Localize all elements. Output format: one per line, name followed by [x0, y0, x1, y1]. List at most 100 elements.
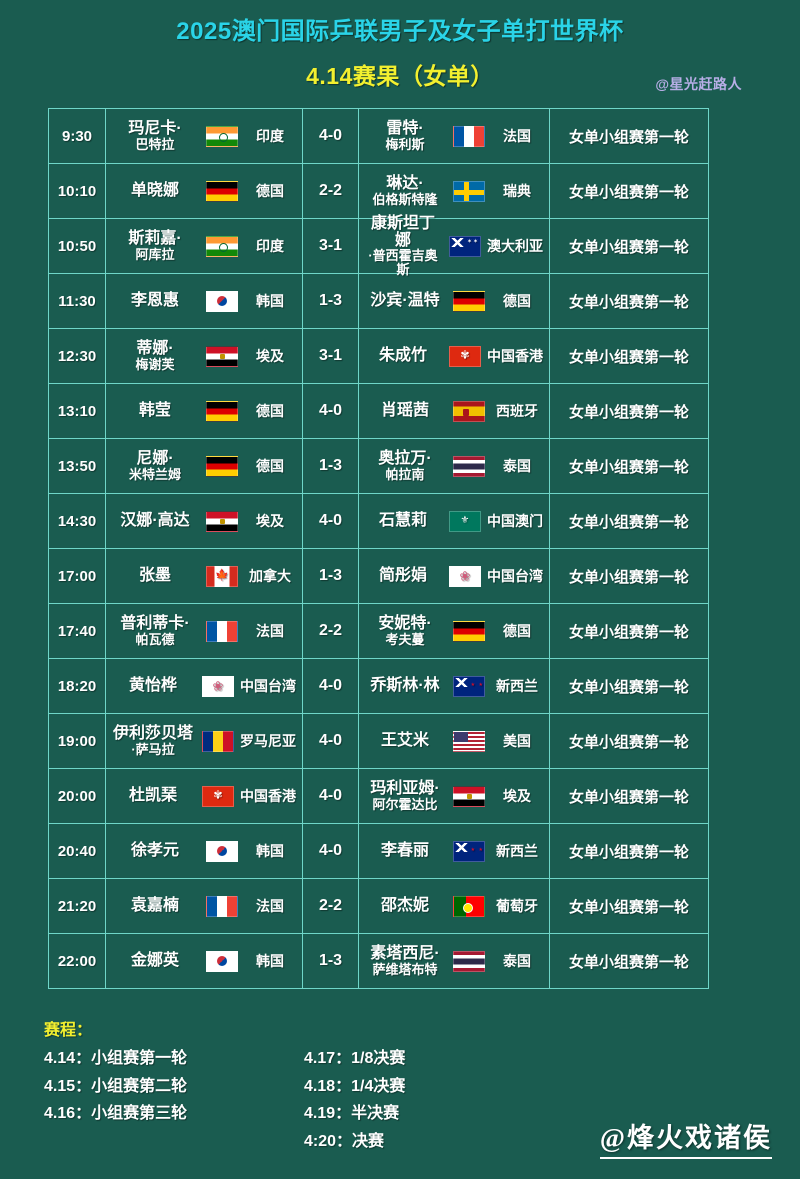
- player-name: 玛利亚姆· 阿尔霍达比: [363, 780, 447, 811]
- match-round: 女单小组赛第一轮: [549, 273, 709, 329]
- player-two: 素塔西尼· 萨维塔布特 泰国: [359, 935, 549, 988]
- flag-icon-hongkong: [449, 345, 481, 367]
- flag-icon-france: [206, 895, 238, 917]
- flag-icon-france: [453, 125, 485, 147]
- flag-icon-australia: [449, 235, 481, 257]
- match-round: 女单小组赛第一轮: [549, 933, 709, 989]
- flag-icon-newzealand: [453, 840, 485, 862]
- match-round: 女单小组赛第一轮: [549, 658, 709, 714]
- player-name-second-line: 阿尔霍达比: [372, 796, 438, 812]
- match-time: 17:40: [48, 603, 106, 659]
- player-one-country: 韩国: [256, 293, 284, 309]
- player-two-country: 埃及: [503, 788, 531, 804]
- table-row: 11:30 李恩惠 韩国 1-3 沙宾·温特 德国 女单小组赛第一轮: [48, 273, 709, 329]
- player-two: 乔斯林·林 新西兰: [359, 660, 549, 713]
- match-round: 女单小组赛第一轮: [549, 108, 709, 164]
- player-one-country: 韩国: [256, 953, 284, 969]
- player-one-cell: 尼娜· 米特兰姆 德国: [105, 438, 303, 494]
- flag-icon-germany: [206, 455, 238, 477]
- match-time: 14:30: [48, 493, 106, 549]
- player-name: 黄怡桦: [128, 677, 177, 695]
- player-one-cell: 斯莉嘉· 阿库拉 印度: [105, 218, 303, 274]
- match-time: 17:00: [48, 548, 106, 604]
- player-name: 肖瑶茜: [380, 402, 429, 420]
- match-score: 1-3: [302, 548, 359, 604]
- author-handle-bottom: @烽火戏诸侯: [599, 1116, 772, 1159]
- player-one-cell: 伊利莎贝塔 ·萨马拉 罗马尼亚: [105, 713, 303, 769]
- player-one: 玛尼卡· 巴特拉 印度: [106, 110, 302, 163]
- flag-icon-egypt: [206, 510, 238, 532]
- player-two-cell: 简彤娟 中国台湾: [358, 548, 550, 604]
- schedule-item: 4.19：半决赛: [304, 1105, 400, 1123]
- player-two-cell: 素塔西尼· 萨维塔布特 泰国: [358, 933, 550, 989]
- flag-icon-egypt: [453, 785, 485, 807]
- schedule-item: 4.16：小组赛第三轮: [44, 1105, 188, 1123]
- flag-icon-newzealand: [453, 675, 485, 697]
- match-round: 女单小组赛第一轮: [549, 878, 709, 934]
- player-two-cell: 李春丽 新西兰: [358, 823, 550, 879]
- match-round: 女单小组赛第一轮: [549, 163, 709, 219]
- player-name: 王艾米: [380, 732, 429, 750]
- player-two-country: 新西兰: [496, 678, 538, 694]
- player-one-cell: 韩莹 德国: [105, 383, 303, 439]
- player-one-country: 埃及: [256, 513, 284, 529]
- match-time: 12:30: [48, 328, 106, 384]
- flag-icon-germany: [206, 180, 238, 202]
- player-name-second-line: 萨维塔布特: [372, 961, 438, 977]
- player-one: 金娜英 韩国: [106, 935, 302, 988]
- match-round: 女单小组赛第一轮: [549, 768, 709, 824]
- player-name-second-line: ·普西霍吉奥斯: [368, 248, 438, 278]
- table-row: 22:00 金娜英 韩国 1-3 素塔西尼· 萨维塔布特 泰国 女单小组赛第一轮: [48, 933, 709, 989]
- player-two-country: 西班牙: [496, 403, 538, 419]
- player-one-country: 法国: [256, 623, 284, 639]
- player-two-cell: 邵杰妮 葡萄牙: [358, 878, 550, 934]
- match-round: 女单小组赛第一轮: [549, 383, 709, 439]
- match-score: 3-1: [302, 218, 359, 274]
- player-name: 邵杰妮: [380, 897, 429, 915]
- author-handle-top: @星光赶路人: [655, 76, 742, 92]
- match-score: 2-2: [302, 163, 359, 219]
- player-name: 金娜英: [130, 952, 179, 970]
- table-row: 13:10 韩莹 德国 4-0 肖瑶茜 西班牙 女单小组赛第一轮: [48, 383, 709, 439]
- player-name: 单晓娜: [130, 182, 179, 200]
- schedule-section: 赛程： 4.14：小组赛第一轮 4.15：小组赛第二轮 4.16：小组赛第三轮 …: [44, 1016, 564, 1155]
- player-one-cell: 张墨 加拿大: [105, 548, 303, 604]
- player-one: 张墨 加拿大: [106, 550, 302, 603]
- schedule-item: 4.17：1/8决赛: [304, 1050, 406, 1067]
- player-one-cell: 普利蒂卡· 帕瓦德 法国: [105, 603, 303, 659]
- flag-icon-taiwan: [202, 675, 234, 697]
- match-round: 女单小组赛第一轮: [549, 603, 709, 659]
- match-score: 4-0: [302, 713, 359, 769]
- match-time: 13:50: [48, 438, 106, 494]
- page-subtitle: 4.14赛果（女单）: [306, 62, 494, 89]
- flag-icon-hongkong: [202, 785, 234, 807]
- match-round: 女单小组赛第一轮: [549, 548, 709, 604]
- match-score: 3-1: [302, 328, 359, 384]
- player-two: 琳达· 伯格斯特隆 瑞典: [359, 165, 549, 218]
- match-time: 11:30: [48, 273, 106, 329]
- player-name: 伊利莎贝塔 ·萨马拉: [112, 725, 193, 757]
- player-two-cell: 沙宾·温特 德国: [358, 273, 550, 329]
- player-two-country: 中国香港: [487, 348, 543, 364]
- player-one: 汉娜·高达 埃及: [106, 495, 302, 548]
- flag-icon-korea: [206, 840, 238, 862]
- player-two: 李春丽 新西兰: [359, 825, 549, 878]
- player-name: 张墨: [138, 567, 171, 585]
- schedule-column-1: 4.14：小组赛第一轮 4.15：小组赛第二轮 4.16：小组赛第三轮: [44, 1045, 304, 1155]
- schedule-title: 赛程：: [44, 1022, 93, 1039]
- player-name: 安妮特· 考夫蔓: [363, 615, 447, 646]
- player-two: 安妮特· 考夫蔓 德国: [359, 605, 549, 658]
- player-two: 朱成竹 中国香港: [359, 330, 549, 383]
- player-two-country: 泰国: [503, 458, 531, 474]
- player-name: 斯莉嘉· 阿库拉: [110, 230, 200, 261]
- flag-icon-portugal: [453, 895, 485, 917]
- player-two: 肖瑶茜 西班牙: [359, 385, 549, 438]
- player-one-cell: 杜凯琹 中国香港: [105, 768, 303, 824]
- player-one-country: 韩国: [256, 843, 284, 859]
- flag-icon-thailand: [453, 950, 485, 972]
- player-name: 袁嘉楠: [130, 897, 179, 915]
